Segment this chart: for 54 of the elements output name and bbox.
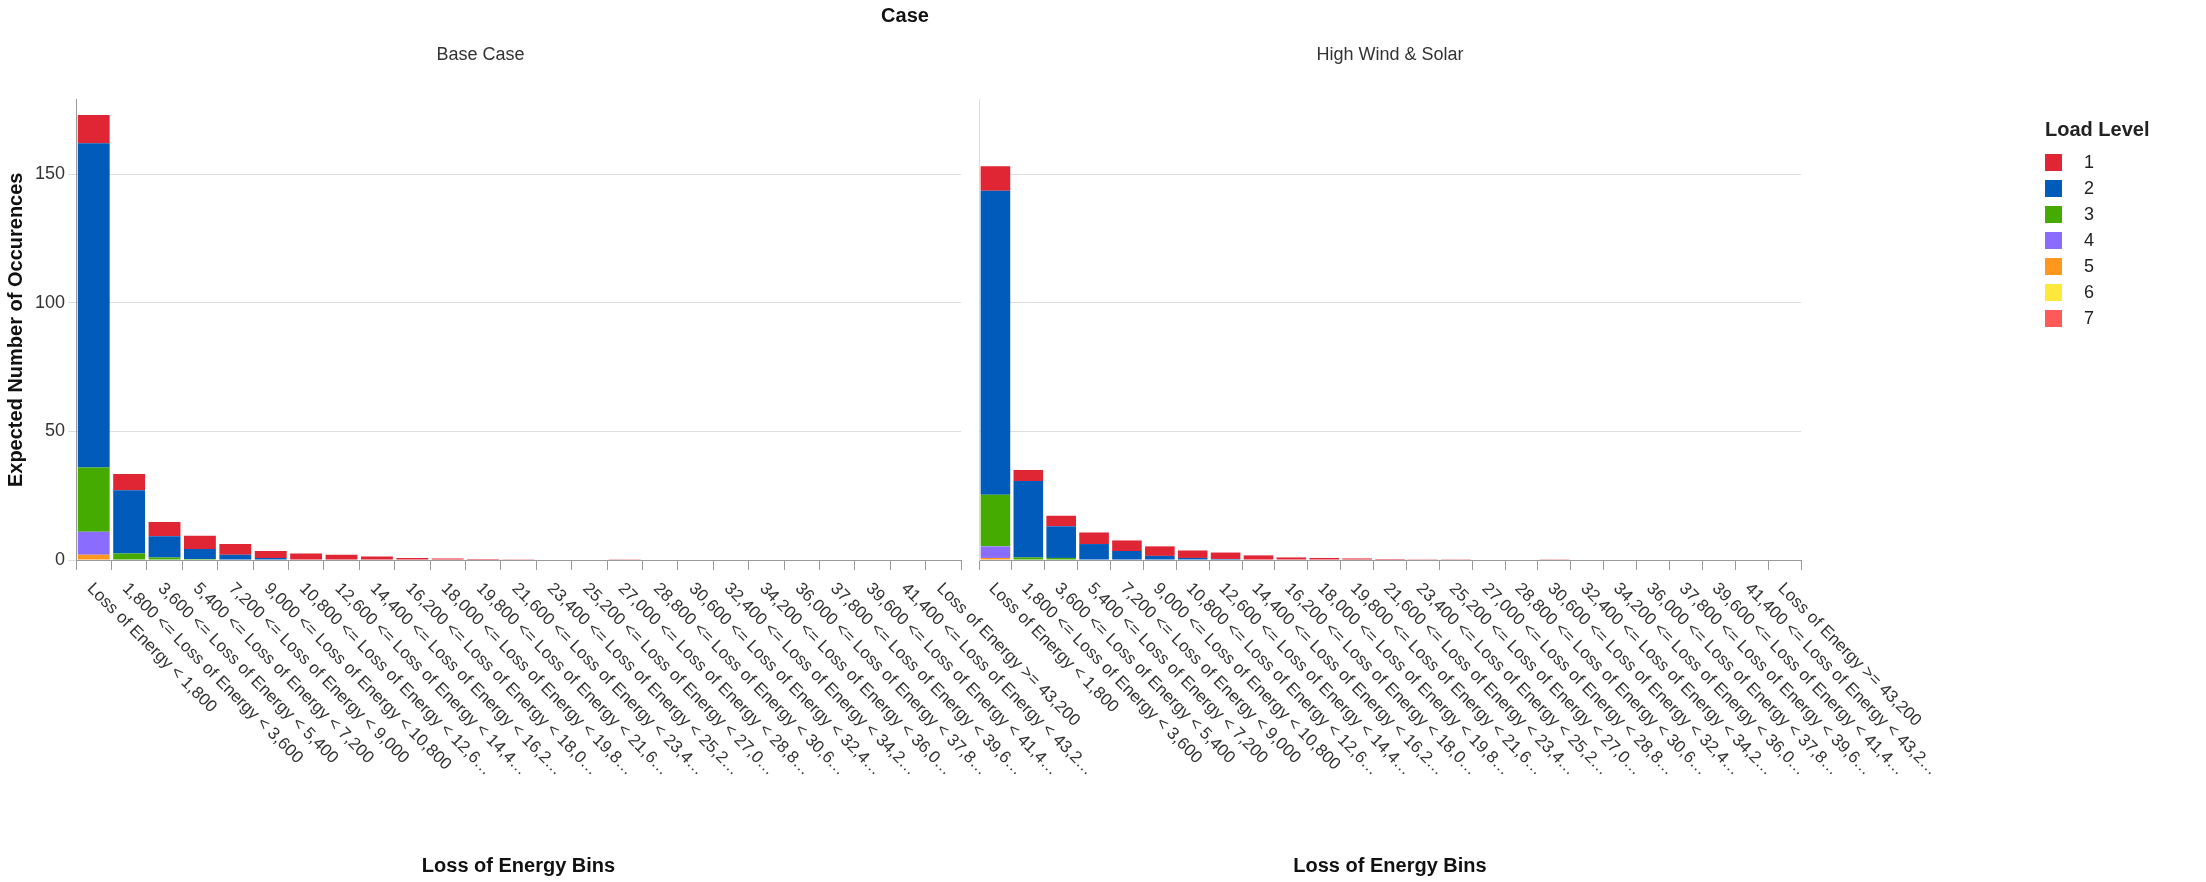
bar xyxy=(980,494,1011,547)
y-tick-label: 100 xyxy=(34,291,66,312)
legend-label: 7 xyxy=(2084,307,2095,329)
bar xyxy=(1210,552,1241,559)
bar xyxy=(1145,555,1175,560)
legend-title: Load Level xyxy=(2045,118,2150,141)
bar xyxy=(1112,551,1142,560)
legend-label: 4 xyxy=(2084,229,2095,251)
x-axis-title: Loss of Energy Bins xyxy=(421,854,616,876)
x-axis-title: Loss of Energy Bins xyxy=(1293,854,1487,876)
chart-title: Base Case xyxy=(436,43,525,64)
bar xyxy=(1177,550,1208,558)
bar xyxy=(1079,544,1109,560)
bar xyxy=(77,531,110,555)
bar xyxy=(77,554,110,560)
bar xyxy=(1276,557,1307,560)
legend-label: 5 xyxy=(2084,255,2095,277)
bar xyxy=(113,553,146,560)
bar xyxy=(1243,555,1274,560)
bar xyxy=(148,521,181,537)
bar xyxy=(1013,481,1044,558)
bar xyxy=(113,490,146,554)
bar xyxy=(1046,526,1076,558)
legend-label: 6 xyxy=(2084,281,2095,303)
bar xyxy=(1079,532,1109,545)
bar xyxy=(1013,469,1044,482)
bar xyxy=(77,467,110,532)
bar xyxy=(980,546,1011,558)
bar xyxy=(219,554,252,560)
bar xyxy=(113,474,146,491)
legend-label: 1 xyxy=(2084,151,2095,173)
bar xyxy=(184,535,216,549)
bar xyxy=(980,166,1011,191)
bar xyxy=(980,190,1011,495)
text: Case xyxy=(880,4,930,27)
y-axis-title: Expected Number of Occurences xyxy=(3,172,26,488)
y-tick-label: 50 xyxy=(45,420,66,441)
bar xyxy=(219,544,252,555)
bar xyxy=(148,536,181,558)
bar xyxy=(77,143,110,468)
bar xyxy=(184,548,216,559)
bar xyxy=(148,557,181,560)
bar xyxy=(254,551,287,558)
bar xyxy=(77,115,110,144)
legend-label: 3 xyxy=(2084,203,2095,225)
y-tick-label: 150 xyxy=(34,163,66,184)
y-tick-label: 0 xyxy=(55,548,66,569)
chart-title: High Wind & Solar xyxy=(1316,43,1464,64)
bar xyxy=(1013,557,1044,560)
legend-label: 2 xyxy=(2084,177,2095,199)
bar xyxy=(360,556,393,560)
bar xyxy=(1145,546,1175,556)
bar xyxy=(1112,540,1142,551)
bar xyxy=(1046,515,1076,527)
